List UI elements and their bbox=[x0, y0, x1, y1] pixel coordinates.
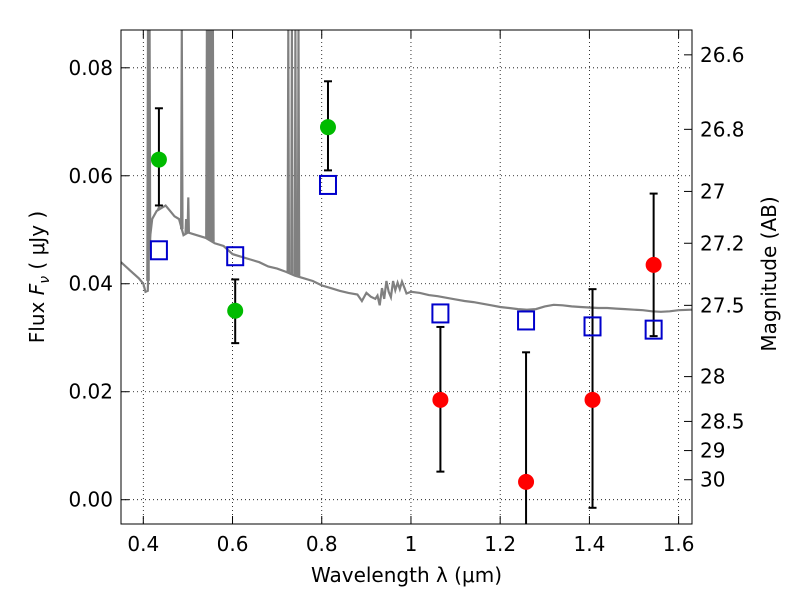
model-point bbox=[431, 303, 450, 324]
y2-tick-label: 26.8 bbox=[700, 117, 745, 141]
emission-line bbox=[158, 206, 162, 210]
y-axis-label-symbol: F bbox=[25, 283, 49, 295]
y-tick-label: 0.04 bbox=[68, 272, 113, 296]
y2-tick-label: 26.6 bbox=[700, 43, 745, 67]
emission-line bbox=[290, 30, 294, 275]
model-point bbox=[517, 310, 536, 331]
y2-tick-label: 27.5 bbox=[700, 293, 745, 317]
y-tick-label: 0.00 bbox=[68, 488, 113, 512]
observed-point bbox=[432, 391, 449, 408]
model-point bbox=[149, 240, 168, 261]
observed-point bbox=[227, 302, 244, 319]
y2-tick-labels: 26.6 26.8 27 27.2 27.5 28 28.5 29 30 bbox=[700, 43, 745, 492]
x-tick-label: 1.2 bbox=[484, 532, 516, 556]
y-tick-label: 0.02 bbox=[68, 380, 113, 404]
observed-points bbox=[150, 119, 662, 490]
model-point bbox=[644, 319, 663, 340]
x-tick-label: 1.6 bbox=[663, 532, 695, 556]
x-tick-label: 0.6 bbox=[217, 532, 249, 556]
y2-tick-label: 28 bbox=[700, 365, 725, 389]
emission-line bbox=[180, 30, 184, 230]
model-point bbox=[226, 246, 245, 267]
y-axis-label-prefix: Flux bbox=[25, 295, 49, 343]
y2-tick-label: 27 bbox=[700, 179, 725, 203]
emission-line bbox=[184, 218, 188, 234]
observed-point bbox=[645, 256, 662, 273]
y-axis-label: Flux Fν ( μJy ) bbox=[25, 211, 53, 343]
plot-frame bbox=[120, 29, 693, 525]
x-axis-label: Wavelength λ (μm) bbox=[311, 563, 502, 587]
emission-line bbox=[296, 30, 301, 277]
model-spectrum bbox=[121, 30, 692, 313]
x-tick-label: 1 bbox=[405, 532, 418, 556]
y-tick-labels: 0.00 0.02 0.04 0.06 0.08 bbox=[68, 56, 113, 512]
observed-point bbox=[518, 473, 535, 490]
emission-line bbox=[286, 30, 291, 273]
observed-point bbox=[584, 391, 601, 408]
y2-tick-label: 27.2 bbox=[700, 231, 745, 255]
model-photometry-points bbox=[149, 174, 663, 340]
emission-line bbox=[147, 30, 152, 243]
model-point bbox=[583, 316, 602, 337]
observed-point bbox=[319, 119, 336, 136]
x-tick-labels: 0.4 0.6 0.8 1 1.2 1.4 1.6 bbox=[127, 532, 694, 556]
x-tick-label: 0.8 bbox=[306, 532, 338, 556]
y-tick-label: 0.06 bbox=[68, 164, 113, 188]
y2-axis-label: Magnitude (AB) bbox=[757, 196, 781, 351]
y-axis-label-suffix: ( μJy ) bbox=[25, 211, 49, 276]
y-tick-label: 0.08 bbox=[68, 56, 113, 80]
x-tick-label: 0.4 bbox=[127, 532, 159, 556]
observed-point bbox=[150, 151, 167, 168]
y2-tick-label: 29 bbox=[700, 439, 725, 463]
axis-ticks bbox=[121, 30, 692, 524]
y-axis-label-subscript: ν bbox=[37, 276, 53, 284]
spectrum-line bbox=[121, 204, 692, 313]
emission-line bbox=[293, 30, 298, 276]
y2-tick-label: 28.5 bbox=[700, 409, 745, 433]
model-point bbox=[318, 174, 337, 195]
y2-tick-label: 30 bbox=[700, 468, 725, 492]
emission-line bbox=[211, 30, 215, 243]
x-tick-label: 1.4 bbox=[573, 532, 605, 556]
emission-line bbox=[186, 197, 190, 233]
